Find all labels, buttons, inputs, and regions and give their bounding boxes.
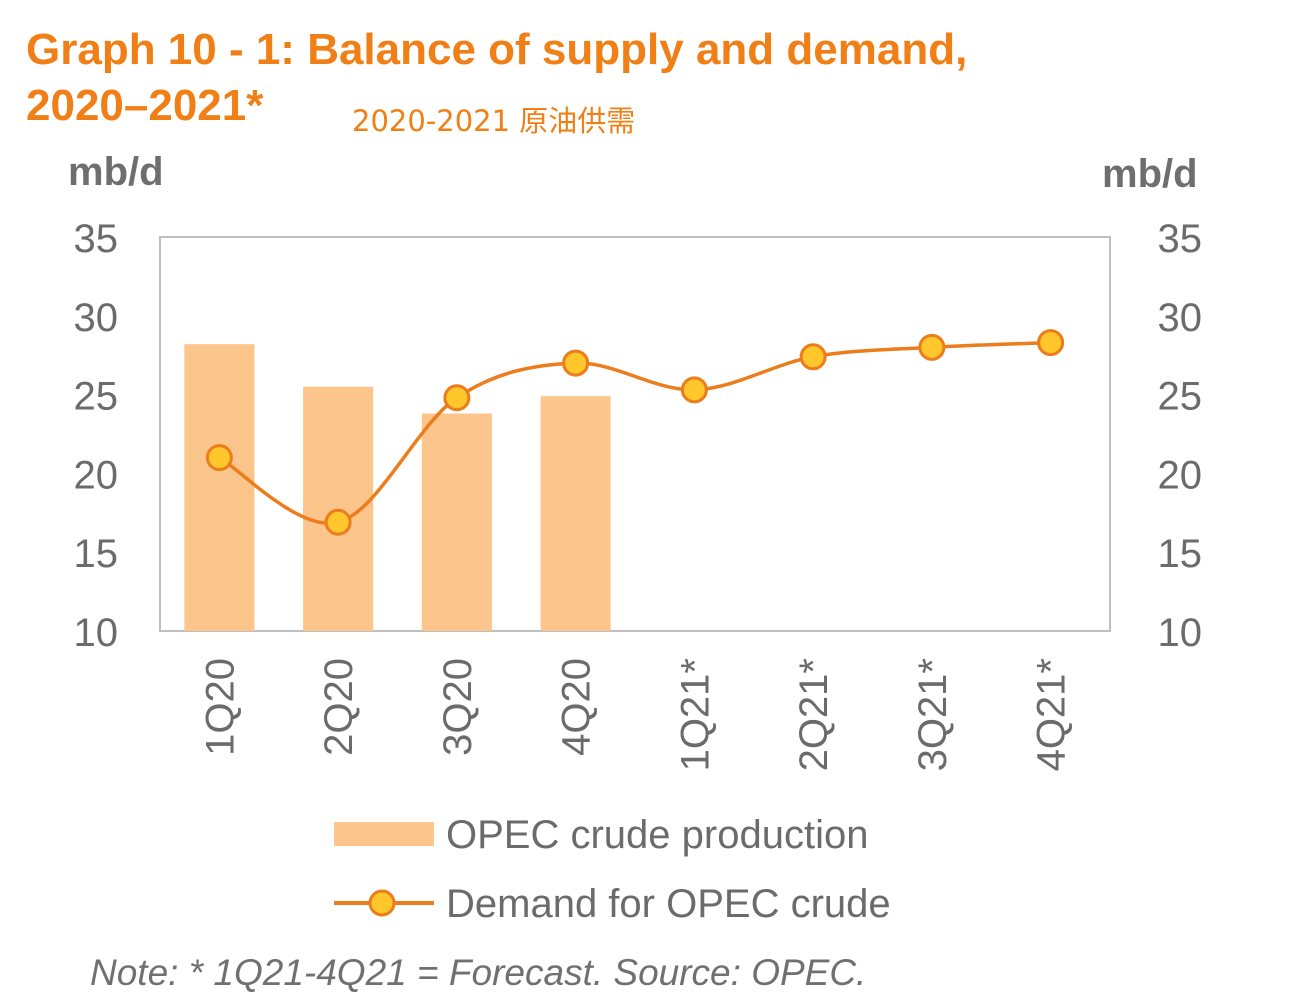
bar-3Q20 — [421, 413, 492, 631]
left-tick-label: 30 — [74, 296, 119, 340]
legend-swatch-marker — [368, 889, 396, 917]
demand-point-3Q20 — [443, 384, 471, 412]
left-tick-label: 15 — [74, 532, 119, 576]
x-tick-label-3Q21: 3Q21* — [911, 658, 955, 771]
demand-point-4Q21 — [1037, 329, 1065, 357]
plot-area — [159, 236, 1111, 632]
demand-point-4Q20 — [562, 349, 590, 377]
x-tick-label-1Q20: 1Q20 — [198, 658, 242, 756]
chart-subtitle: 2020-2021 原油供需 — [352, 104, 636, 138]
demand-point-2Q20 — [324, 508, 352, 536]
right-tick-label: 20 — [1158, 453, 1203, 497]
x-tick-label-4Q21: 4Q21* — [1030, 658, 1074, 771]
line-layer — [205, 329, 1065, 536]
bar-4Q20 — [540, 396, 611, 631]
left-tick-label: 35 — [74, 217, 119, 261]
left-tick-label: 10 — [74, 611, 119, 655]
demand-point-2Q21 — [799, 343, 827, 371]
bars-layer — [184, 344, 611, 631]
legend: OPEC crude production Demand for OPEC cr… — [334, 813, 891, 926]
demand-point-3Q21 — [918, 333, 946, 361]
right-tick-label: 35 — [1158, 217, 1203, 261]
footnote: Note: * 1Q21-4Q21 = Forecast. Source: OP… — [90, 952, 867, 993]
legend-swatch-bar — [334, 822, 434, 846]
left-tick-label: 25 — [74, 375, 119, 419]
left-axis-unit-label: mb/d — [68, 150, 164, 194]
right-tick-label: 10 — [1158, 611, 1203, 655]
bar-1Q20 — [184, 344, 255, 631]
right-axis-unit-label: mb/d — [1102, 152, 1198, 196]
x-tick-label-2Q21: 2Q21* — [792, 658, 836, 771]
legend-label-demand: Demand for OPEC crude — [446, 882, 891, 926]
demand-point-1Q20 — [205, 444, 233, 472]
x-tick-label-1Q21: 1Q21* — [673, 658, 717, 771]
chart-title-line-1: Graph 10 - 1: Balance of supply and dema… — [26, 25, 968, 74]
demand-point-1Q21 — [680, 376, 708, 404]
left-axis-ticks: 10 15 20 25 30 35 — [74, 217, 119, 655]
x-tick-label-4Q20: 4Q20 — [555, 658, 599, 756]
x-tick-label-3Q20: 3Q20 — [436, 658, 480, 756]
chart-title: Graph 10 - 1: Balance of supply and dema… — [26, 22, 967, 134]
right-tick-label: 25 — [1158, 375, 1203, 419]
x-tick-label-2Q20: 2Q20 — [317, 658, 361, 756]
left-tick-label: 20 — [74, 453, 119, 497]
right-tick-label: 15 — [1158, 532, 1203, 576]
legend-label-production: OPEC crude production — [446, 813, 868, 857]
chart-title-line-2: 2020–2021* — [26, 81, 264, 130]
right-tick-label: 30 — [1158, 296, 1203, 340]
chart-canvas: mb/d mb/d 10 15 20 25 30 35 10 15 20 25 30 35 1Q20… — [68, 150, 1203, 926]
right-axis-ticks: 10 15 20 25 30 35 — [1158, 217, 1203, 655]
x-axis-ticks: 1Q20 2Q20 3Q20 4Q20 1Q21* 2Q21* 3Q21* 4Q21* — [198, 658, 1073, 771]
